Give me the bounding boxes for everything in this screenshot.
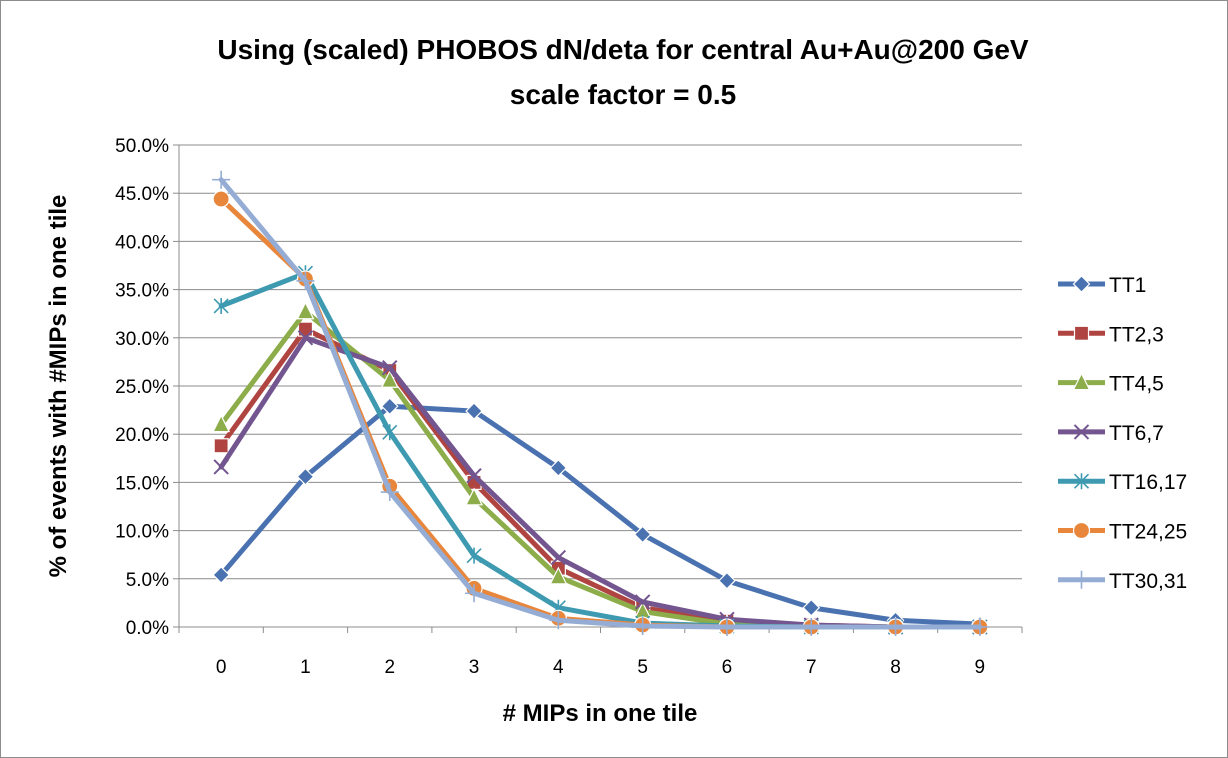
x-tick-label: 2 — [384, 657, 395, 678]
data-point — [380, 369, 399, 388]
data-point — [549, 459, 568, 477]
x-tick-label: 5 — [637, 657, 648, 678]
data-point — [718, 571, 736, 590]
series-line — [218, 196, 983, 630]
data-point — [212, 414, 231, 433]
x-tick-label: 3 — [469, 657, 480, 678]
data-point — [633, 617, 652, 636]
data-point — [213, 459, 229, 475]
y-tick-label: 10.0% — [115, 522, 169, 543]
legend-item: TT16,17 — [1058, 471, 1187, 494]
data-point — [970, 618, 989, 636]
x-tick-label: 4 — [553, 657, 564, 678]
chart-subtitle: scale factor = 0.5 — [510, 79, 736, 110]
legend-marker — [1073, 424, 1090, 440]
data-point — [549, 566, 568, 585]
x-tick-label: 6 — [722, 657, 733, 678]
data-point — [296, 271, 315, 290]
x-tick-label: 1 — [300, 657, 311, 678]
y-tick-label: 50.0% — [115, 136, 169, 157]
data-point — [549, 611, 568, 630]
data-point — [297, 330, 314, 346]
data-point — [465, 487, 484, 506]
series-line — [218, 177, 983, 630]
x-tick-label: 9 — [975, 657, 986, 678]
legend-label: TT6,7 — [1109, 422, 1164, 445]
y-tick-label: 45.0% — [115, 184, 169, 205]
y-axis-ticks: 0.0% 5.0% 10.0% 15.0% 20.0% 25.0% 30.0% 35.0% 40… — [115, 136, 179, 639]
x-tick-label: 8 — [890, 657, 901, 678]
data-point — [212, 190, 230, 208]
legend: TT1 TT2,3 TT4,5 TT6,7 TT16,17 TT24,25 TT30,31 — [1058, 274, 1187, 593]
x-axis-title: # MIPs in one tile — [503, 700, 698, 727]
x-tick-label: 0 — [216, 657, 227, 678]
series-1 — [212, 397, 989, 633]
data-point — [465, 584, 484, 603]
y-tick-label: 5.0% — [126, 570, 169, 591]
legend-marker — [1072, 521, 1091, 540]
legend-label: TT4,5 — [1109, 373, 1164, 396]
y-tick-label: 35.0% — [115, 281, 169, 302]
data-point — [633, 525, 652, 544]
data-point — [380, 483, 399, 502]
legend-item: TT30,31 — [1058, 570, 1187, 593]
legend-label: TT16,17 — [1109, 471, 1187, 494]
legend-label: TT1 — [1109, 274, 1146, 297]
x-axis-ticks: 0 1 2 3 4 5 6 7 8 9 — [178, 627, 1023, 678]
data-point — [382, 424, 398, 441]
data-point — [382, 359, 398, 376]
data-point — [802, 618, 821, 636]
series-6 — [212, 190, 989, 636]
data-point — [213, 297, 229, 314]
data-point — [296, 467, 315, 486]
y-tick-label: 25.0% — [115, 377, 169, 398]
legend-item: TT6,7 — [1058, 422, 1164, 445]
legend-marker — [1072, 570, 1091, 589]
legend-marker — [1073, 325, 1090, 341]
data-point — [886, 618, 905, 636]
legend-label: TT30,31 — [1109, 570, 1187, 593]
data-point — [213, 438, 229, 454]
series-lines — [212, 170, 989, 636]
data-point — [802, 598, 821, 617]
data-point — [550, 549, 567, 566]
legend-label: TT2,3 — [1109, 323, 1164, 346]
legend-marker — [1072, 275, 1091, 293]
legend-item: TT4,5 — [1058, 372, 1164, 396]
legend-item: TT24,25 — [1058, 521, 1187, 544]
y-tick-label: 30.0% — [115, 329, 169, 350]
y-tick-label: 15.0% — [115, 473, 169, 494]
data-point — [634, 594, 651, 610]
data-point — [466, 467, 482, 484]
series-7 — [212, 170, 989, 636]
chart-title: Using (scaled) PHOBOS dN/deta for centra… — [217, 34, 1029, 65]
data-point — [465, 402, 483, 420]
y-axis-title: % of events with #MIPs in one tile — [45, 195, 72, 578]
x-tick-label: 7 — [806, 657, 817, 678]
data-point — [212, 170, 231, 189]
data-point — [380, 397, 399, 416]
legend-item: TT2,3 — [1058, 323, 1164, 346]
y-tick-label: 0.0% — [126, 618, 169, 639]
legend-marker — [1072, 372, 1091, 391]
data-point — [296, 301, 315, 320]
data-point — [466, 547, 482, 564]
data-point — [717, 618, 736, 636]
y-tick-label: 20.0% — [115, 425, 169, 446]
legend-marker — [1073, 473, 1090, 490]
legend-label: TT24,25 — [1109, 521, 1187, 544]
series-3 — [212, 301, 989, 635]
legend-item: TT1 — [1058, 274, 1146, 297]
series-2 — [213, 321, 988, 635]
y-tick-label: 40.0% — [115, 232, 169, 253]
data-point — [212, 566, 230, 584]
series-line — [218, 403, 983, 627]
gridlines — [178, 144, 1022, 628]
